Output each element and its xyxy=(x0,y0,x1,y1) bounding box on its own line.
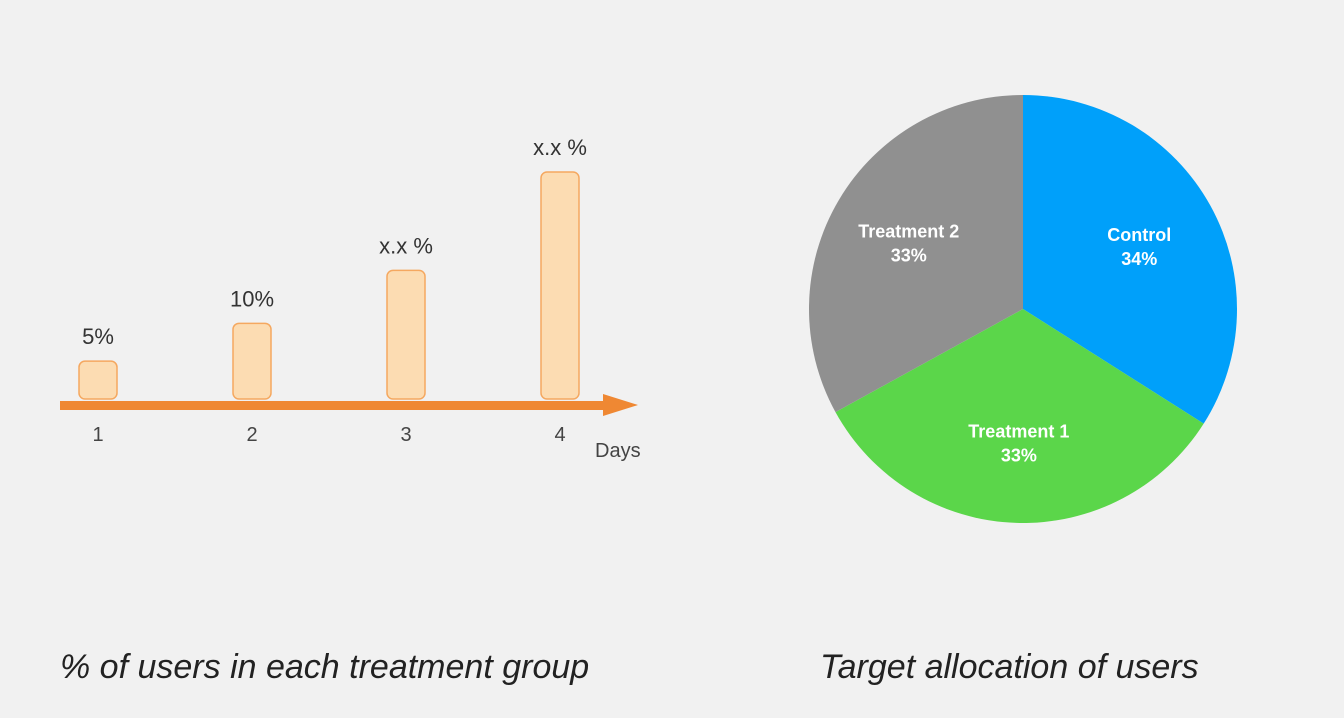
x-axis-arrowhead xyxy=(603,394,638,416)
pie-slice-value: 33% xyxy=(891,245,927,265)
bar-value-label: 5% xyxy=(82,324,114,349)
pie-slice-value: 33% xyxy=(1001,446,1037,466)
bar-value-label: x.x % xyxy=(379,233,433,258)
pie-slice-label: Control xyxy=(1107,225,1171,245)
pie-slice-value: 34% xyxy=(1121,249,1157,269)
allocation-pie-chart: Control 34% Treatment 1 33% Treatment 2 33% xyxy=(809,95,1237,523)
bar-chart-caption: % of users in each treatment group xyxy=(60,648,590,686)
x-axis-label: Days xyxy=(595,440,641,462)
x-axis-line xyxy=(60,401,610,410)
pie-slice-treatment-1 xyxy=(835,309,1204,523)
x-tick-label: 3 xyxy=(400,424,411,446)
pie-slice-treatment-2 xyxy=(809,95,1023,413)
bar-day-4 xyxy=(540,171,580,400)
pie-chart-caption: Target allocation of users xyxy=(820,648,1199,686)
bar-value-label: x.x % xyxy=(533,135,587,160)
bar-day-3 xyxy=(386,269,426,400)
pie-slice-label: Treatment 1 xyxy=(968,422,1069,442)
bar-day-2 xyxy=(232,322,272,400)
pie-slice-control xyxy=(1023,95,1237,424)
rollout-bar-chart: 5% 1 10% 2 x.x % 3 x.x % 4 Days xyxy=(60,135,641,462)
pie-slice-label: Treatment 2 xyxy=(858,221,959,241)
bar-day-1 xyxy=(78,360,118,400)
x-tick-label: 1 xyxy=(92,424,103,446)
x-tick-label: 2 xyxy=(246,424,257,446)
bar-value-label: 10% xyxy=(230,286,274,311)
x-tick-label: 4 xyxy=(554,424,565,446)
